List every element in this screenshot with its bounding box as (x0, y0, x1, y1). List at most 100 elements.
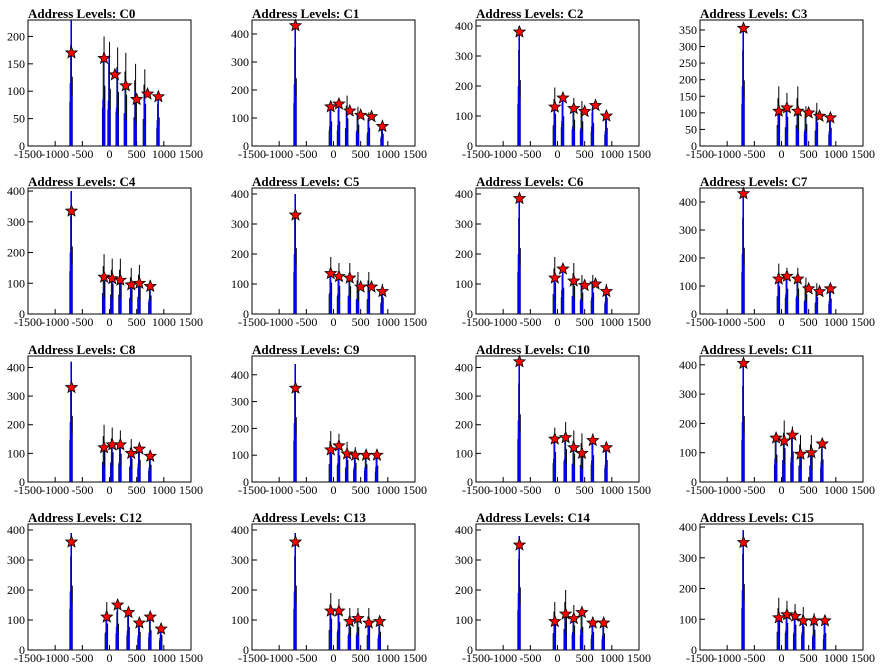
y-tick-label: 100 (7, 446, 25, 460)
peak-marker (343, 270, 357, 284)
panel-title: Address Levels: C11 (700, 342, 814, 357)
x-tick-label: -1000 (265, 651, 293, 665)
peak-marker (512, 537, 527, 551)
y-tick-label: 400 (7, 360, 25, 374)
histogram-panel: Address Levels: C15 0 100 200 300 400 -1500 -10… (672, 504, 896, 672)
x-tick-label: -500 (519, 651, 541, 665)
peak-marker (793, 447, 808, 460)
peak-marker (596, 615, 611, 629)
x-tick-label: 1000 (600, 315, 624, 329)
peak-marker (324, 442, 338, 456)
y-tick-label: 250 (679, 56, 697, 70)
x-tick-label: 500 (352, 483, 370, 497)
peak-marker (324, 99, 338, 113)
peak-marker (818, 613, 832, 627)
x-tick-label: 500 (352, 147, 370, 161)
peak-marker (548, 614, 562, 628)
histogram-plot: 0 100 200 300 400 -1500 -1000 -500 0 500 1000 1500 (231, 523, 427, 665)
peak-marker (288, 207, 303, 221)
histogram-panel: Address Levels: C12 0 100 200 300 400 -1500 -10… (0, 504, 224, 672)
peak-marker (348, 448, 362, 461)
x-tick-label: -500 (295, 483, 317, 497)
y-tick-label: 300 (455, 49, 473, 63)
peak-marker (736, 21, 751, 35)
y-tick-label: 400 (7, 184, 25, 198)
peak-marker (599, 108, 614, 122)
x-tick-label: 1500 (627, 651, 651, 665)
x-tick-label: -500 (71, 147, 93, 161)
y-tick-label: 400 (231, 187, 249, 201)
panel-title: Address Levels: C13 (252, 510, 366, 525)
histogram-plot: 0 100 200 300 400 -1500 -1000 -500 0 500 1000 1500 (679, 355, 875, 497)
x-tick-label: 1500 (403, 651, 427, 665)
y-tick-label: 300 (231, 217, 249, 231)
y-tick-label: 0 (243, 643, 249, 657)
x-tick-label: 1500 (179, 315, 203, 329)
peak-marker (110, 597, 125, 611)
peak-marker (151, 89, 166, 103)
y-tick-label: 0 (19, 139, 25, 153)
x-tick-label: -1500 (686, 315, 714, 329)
x-tick-label: -1000 (713, 147, 741, 161)
y-tick-label: 300 (679, 387, 697, 401)
histogram-plot: 0 100 200 300 400 -1500 -1000 -500 0 500 1000 1500 (7, 523, 203, 665)
peak-marker (548, 99, 562, 113)
peak-marker (791, 271, 805, 285)
x-tick-label: -1500 (686, 651, 714, 665)
plot-frame (475, 187, 640, 315)
y-tick-label: 350 (679, 23, 697, 37)
peak-marker (588, 276, 603, 290)
peak-marker (97, 51, 111, 65)
peak-marker (772, 104, 786, 117)
peak-marker (154, 621, 168, 635)
x-tick-label: -1500 (238, 483, 266, 497)
x-tick-label: 1500 (851, 483, 875, 497)
peak-marker (132, 276, 147, 290)
peak-marker (785, 428, 800, 441)
peak-marker (340, 446, 354, 460)
panel-title: Address Levels: C14 (476, 510, 590, 525)
histogram-panel: Address Levels: C8 0 100 200 300 400 -1500 -100… (0, 336, 224, 504)
peak-marker (567, 611, 581, 625)
y-tick-label: 200 (455, 418, 473, 432)
peak-marker (512, 24, 527, 38)
peak-marker (807, 613, 821, 627)
x-tick-label: 1000 (824, 651, 848, 665)
peak-marker (556, 261, 570, 275)
plot-frame (251, 523, 416, 651)
x-tick-label: 1500 (179, 651, 203, 665)
y-tick-label: 0 (467, 307, 473, 321)
y-tick-label: 0 (691, 643, 697, 657)
peak-marker (132, 615, 147, 629)
peak-marker (343, 614, 357, 628)
y-tick-label: 300 (455, 217, 473, 231)
histogram-plot: 0 50 100 150 200 -1500 -1000 -500 0 500 1000 1500 (7, 19, 203, 161)
x-tick-label: -1500 (686, 483, 714, 497)
peak-marker (599, 284, 614, 298)
x-tick-label: 0 (331, 483, 337, 497)
y-tick-label: 150 (7, 57, 25, 71)
x-tick-label: 1500 (179, 483, 203, 497)
panel-title: Address Levels: C15 (700, 510, 814, 525)
x-tick-label: 1500 (627, 483, 651, 497)
y-tick-label: 100 (455, 109, 473, 123)
peak-marker (804, 445, 819, 459)
histogram-panel: Address Levels: C3 0 50 100 150 200 250 300 350 -… (672, 0, 896, 168)
peak-marker (772, 610, 786, 624)
x-tick-label: 1500 (179, 147, 203, 161)
y-tick-label: 0 (19, 475, 25, 489)
x-tick-label: -500 (743, 483, 765, 497)
peak-marker (556, 90, 570, 104)
peak-marker (736, 535, 751, 549)
peak-marker (375, 284, 390, 298)
x-tick-label: 0 (779, 483, 785, 497)
x-tick-label: -500 (71, 483, 93, 497)
y-tick-label: 200 (231, 421, 249, 435)
y-tick-label: 300 (231, 395, 249, 409)
peak-marker (801, 105, 816, 119)
x-tick-label: -500 (295, 651, 317, 665)
x-tick-label: -500 (519, 147, 541, 161)
y-tick-label: 400 (679, 520, 697, 534)
peak-marker (143, 609, 158, 623)
